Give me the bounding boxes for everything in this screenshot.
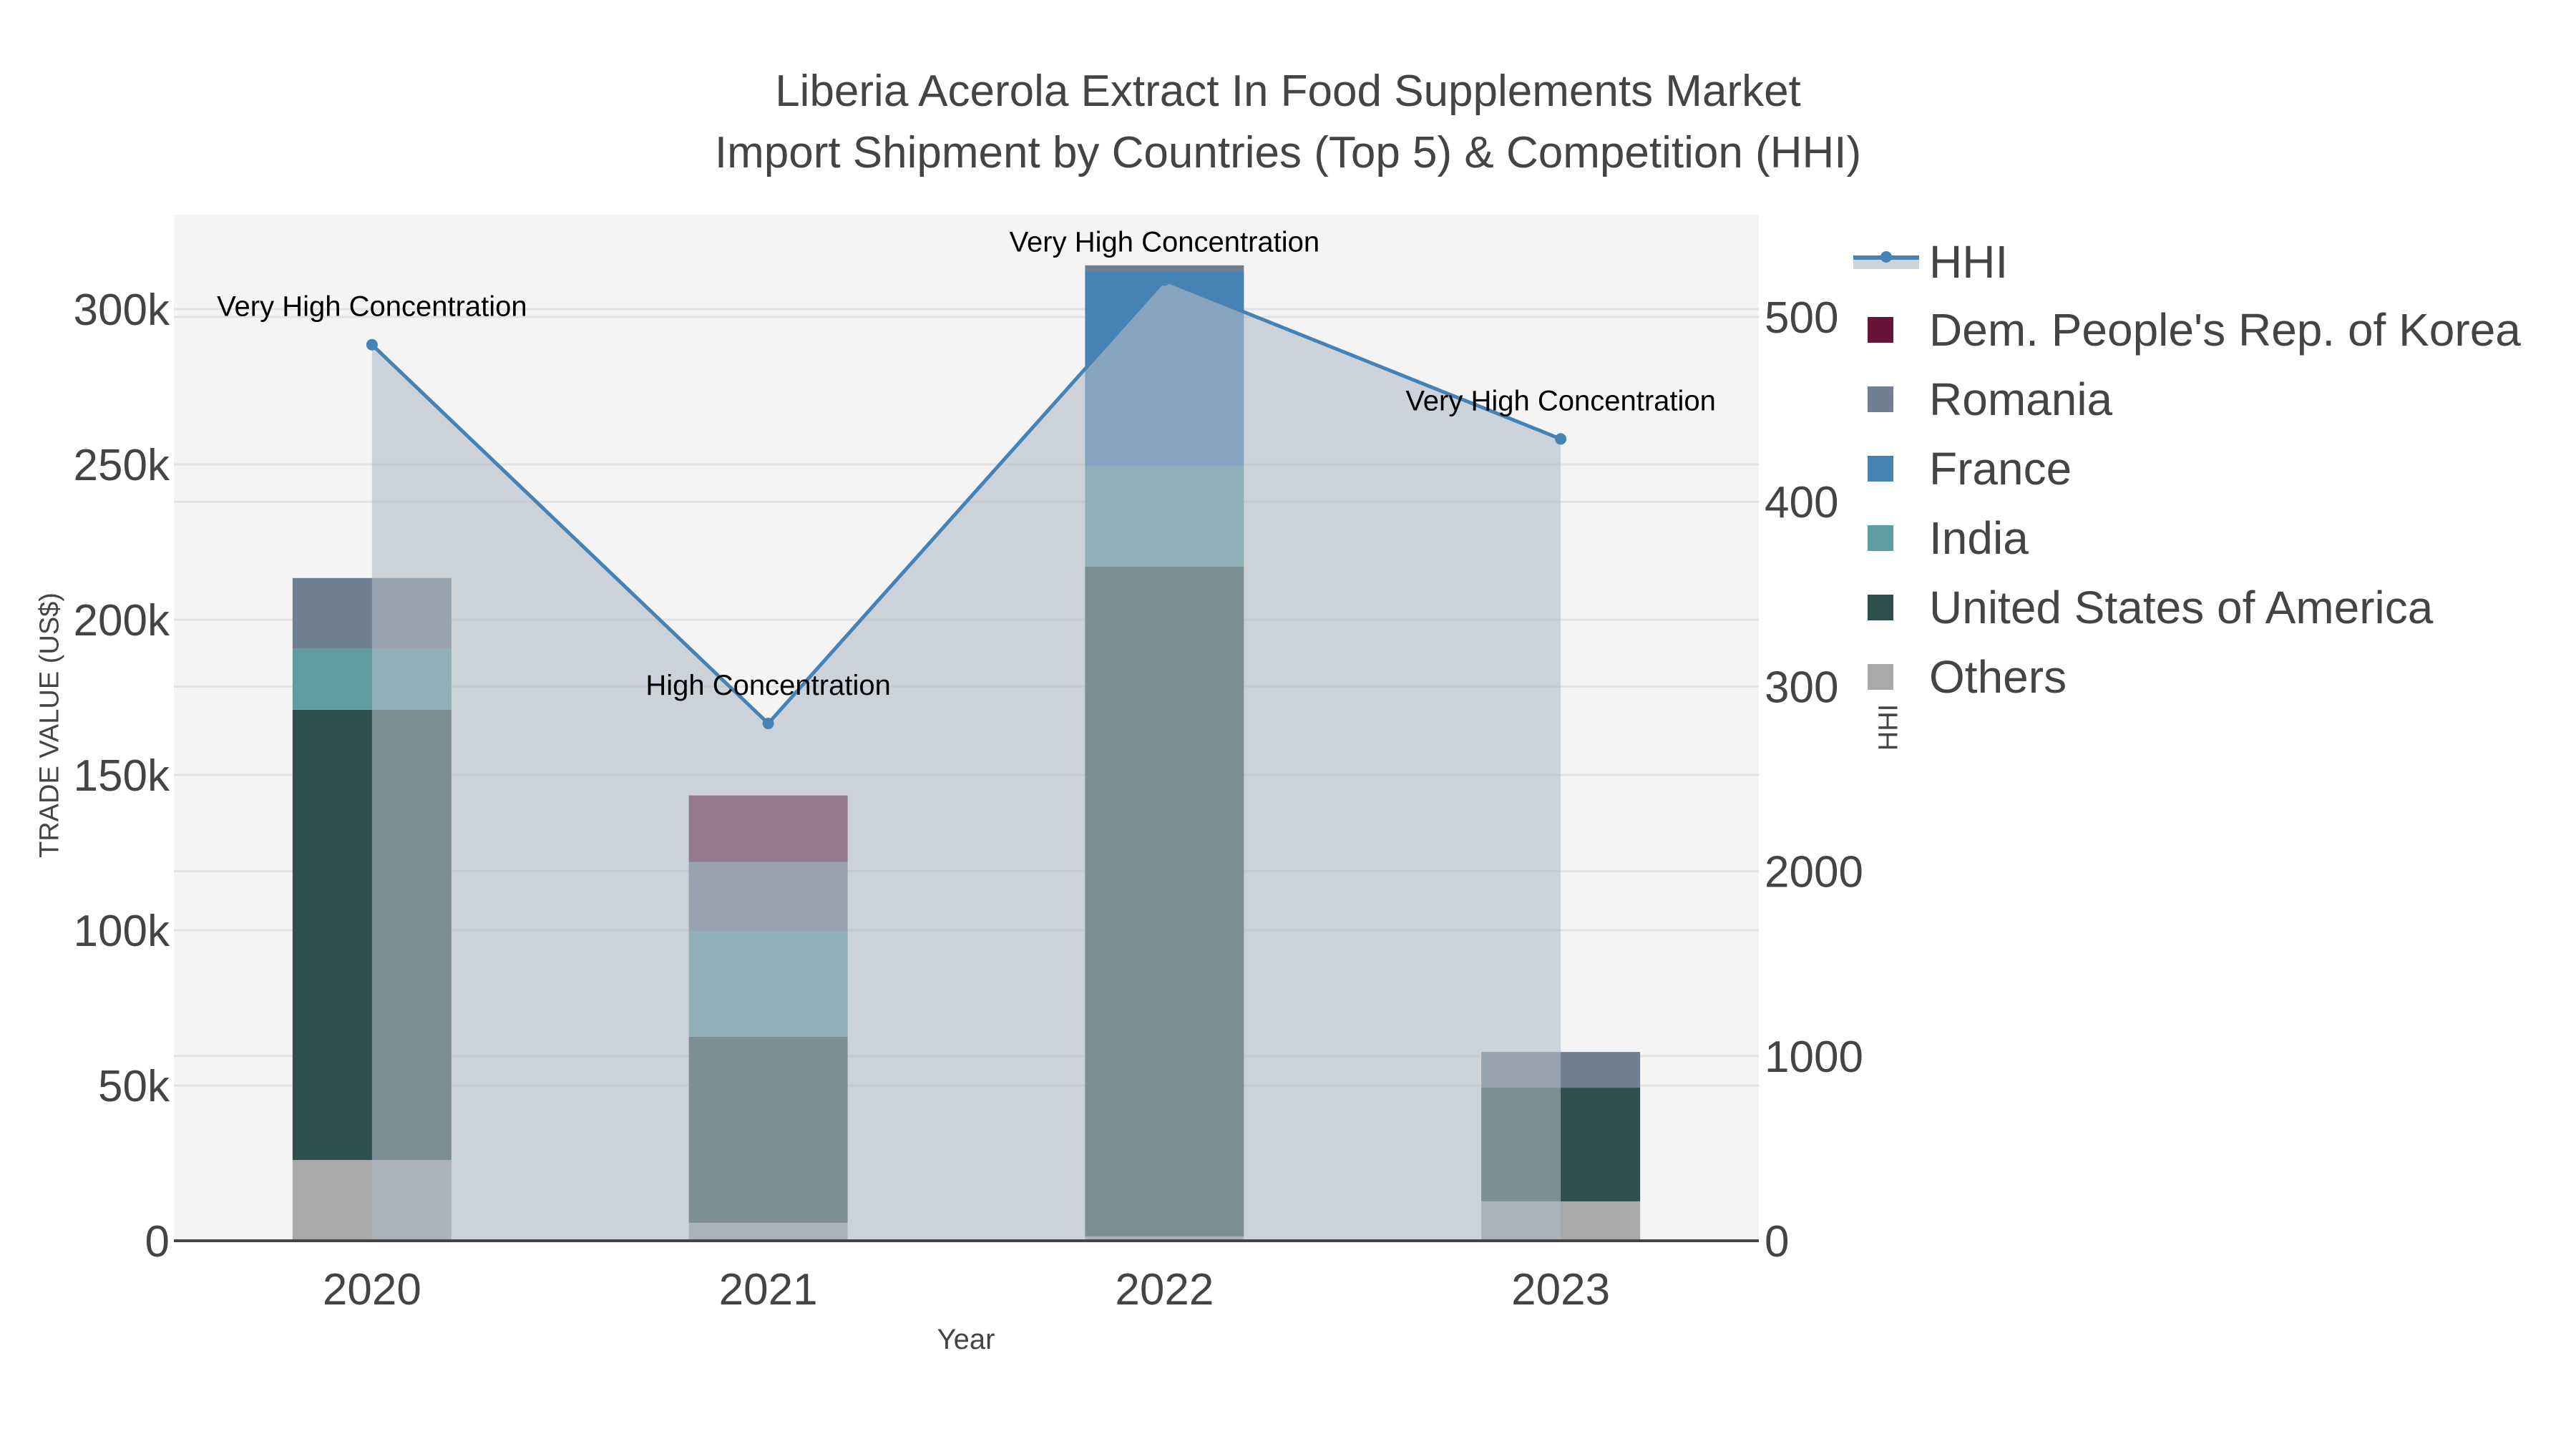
chart-title-line-2: Import Shipment by Countries (Top 5) & C… xyxy=(714,128,1862,177)
color-swatch-icon xyxy=(1868,317,1893,343)
color-swatch-icon xyxy=(1868,386,1893,412)
legend-label: United States of America xyxy=(1929,582,2434,633)
y-left-tick-label: 50k xyxy=(98,1062,170,1111)
y-right-tick-label: 400 xyxy=(1765,478,1838,527)
y-left-tick-label: 150k xyxy=(74,751,170,801)
hhi-area xyxy=(371,280,1561,1241)
y-right-tick-label: 0 xyxy=(1765,1217,1789,1267)
y-axis-right-title: HHI xyxy=(1873,703,1904,751)
legend-label: Others xyxy=(1929,651,2067,703)
legend-label: Dem. People's Rep. of Korea xyxy=(1929,304,2521,356)
color-swatch-icon xyxy=(1868,664,1893,690)
y-right-tick-label: 300 xyxy=(1765,663,1838,712)
x-tick-label: 2022 xyxy=(1115,1265,1214,1314)
color-swatch-icon xyxy=(1868,525,1893,551)
hhi-marker[interactable] xyxy=(1555,433,1567,445)
hhi-marker[interactable] xyxy=(762,718,774,730)
color-swatch-icon xyxy=(1868,595,1893,620)
chart-title-line-1: Liberia Acerola Extract In Food Suppleme… xyxy=(775,67,1801,116)
hhi-annotation: Very High Concentration xyxy=(1405,385,1716,416)
y-right-tick-label: 1000 xyxy=(1765,1033,1863,1082)
x-tick-label: 2021 xyxy=(719,1265,818,1314)
x-axis-title: Year xyxy=(937,1324,995,1355)
x-tick-label: 2020 xyxy=(323,1265,421,1314)
hhi-annotation: High Concentration xyxy=(645,670,890,701)
y-right-tick-label: 2000 xyxy=(1765,848,1863,897)
hhi-marker[interactable] xyxy=(366,338,378,351)
hhi-annotation: Very High Concentration xyxy=(1010,226,1320,258)
y-right-tick-label: 500 xyxy=(1765,293,1838,343)
hhi-marker[interactable] xyxy=(1158,274,1171,286)
y-left-tick-label: 300k xyxy=(74,286,170,335)
line-marker-icon xyxy=(1853,251,1919,269)
color-swatch-icon xyxy=(1868,456,1893,482)
y-axis-left-title: TRADE VALUE (US$) xyxy=(34,592,65,858)
y-left-tick-label: 100k xyxy=(74,907,170,956)
y-left-tick-label: 0 xyxy=(145,1217,170,1267)
hhi-annotation: Very High Concentration xyxy=(217,291,527,323)
bar-segment[interactable] xyxy=(1085,265,1244,272)
legend-label: France xyxy=(1929,443,2072,494)
y-left-tick-label: 250k xyxy=(74,441,170,490)
legend-label: HHI xyxy=(1929,236,2009,288)
hhi-line xyxy=(371,278,1562,726)
x-tick-label: 2023 xyxy=(1511,1265,1610,1314)
y-left-tick-label: 200k xyxy=(74,596,170,645)
legend-label: India xyxy=(1929,512,2029,564)
legend-label: Romania xyxy=(1929,374,2113,425)
